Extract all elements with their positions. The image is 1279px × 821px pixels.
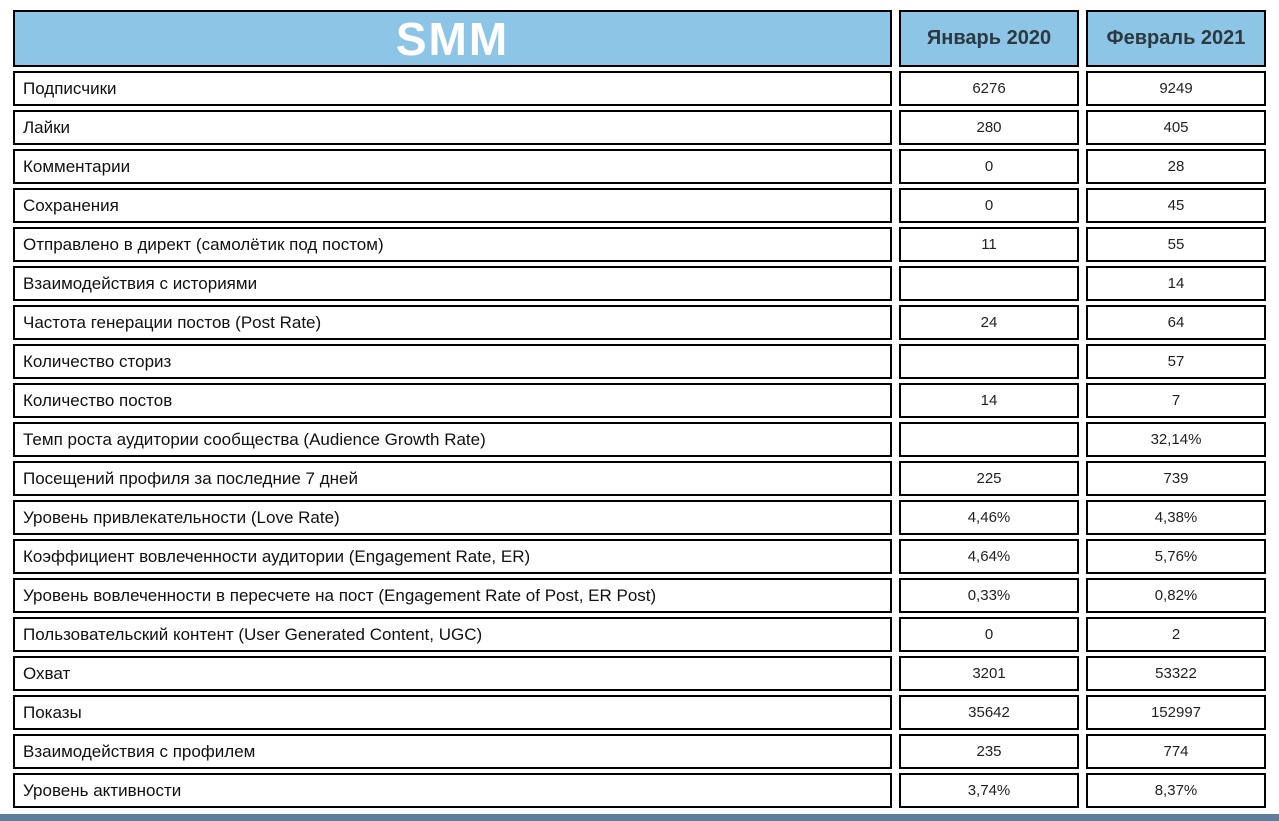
table-row: Посещений профиля за последние 7 дней 22… [13,461,1266,496]
row-label: Посещений профиля за последние 7 дней [13,461,892,496]
row-label: Количество постов [13,383,892,418]
table-row: Коэффициент вовлеченности аудитории (Eng… [13,539,1266,574]
cell-value: 3,74% [899,773,1079,808]
row-label: Пользовательский контент (User Generated… [13,617,892,652]
cell-value [899,344,1079,379]
row-label: Коэффициент вовлеченности аудитории (Eng… [13,539,892,574]
cell-value: 24 [899,305,1079,340]
table-header-row: SMM Январь 2020 Февраль 2021 [13,10,1266,67]
table-row: Пользовательский контент (User Generated… [13,617,1266,652]
cell-value: 14 [1086,266,1266,301]
row-label: Уровень вовлеченности в пересчете на пос… [13,578,892,613]
row-label: Темп роста аудитории сообщества (Audienc… [13,422,892,457]
cell-value: 11 [899,227,1079,262]
table-row: Темп роста аудитории сообщества (Audienc… [13,422,1266,457]
table-title: SMM [13,10,892,67]
table-row: Отправлено в директ (самолётик под посто… [13,227,1266,262]
cell-value: 280 [899,110,1079,145]
cell-value: 774 [1086,734,1266,769]
column-header-january-2020: Январь 2020 [899,10,1079,67]
cell-value: 0 [899,149,1079,184]
cell-value: 64 [1086,305,1266,340]
table-row: Подписчики 6276 9249 [13,71,1266,106]
row-label: Комментарии [13,149,892,184]
cell-value: 57 [1086,344,1266,379]
row-label: Охват [13,656,892,691]
table-row: Сохранения 0 45 [13,188,1266,223]
cell-value: 2 [1086,617,1266,652]
cell-value: 5,76% [1086,539,1266,574]
smm-table: SMM Январь 2020 Февраль 2021 Подписчики … [13,10,1266,808]
table-row: Охват 3201 53322 [13,656,1266,691]
cell-value: 0 [899,188,1079,223]
cell-value: 225 [899,461,1079,496]
cell-value: 7 [1086,383,1266,418]
cell-value: 28 [1086,149,1266,184]
row-label: Уровень активности [13,773,892,808]
cell-value [899,266,1079,301]
cell-value: 32,14% [1086,422,1266,457]
table-row: Частота генерации постов (Post Rate) 24 … [13,305,1266,340]
cell-value: 405 [1086,110,1266,145]
cell-value: 55 [1086,227,1266,262]
table-row: Комментарии 0 28 [13,149,1266,184]
cell-value: 235 [899,734,1079,769]
cell-value: 0,82% [1086,578,1266,613]
row-label: Взаимодействия с профилем [13,734,892,769]
cell-value: 6276 [899,71,1079,106]
cell-value: 4,38% [1086,500,1266,535]
table-row: Уровень вовлеченности в пересчете на пос… [13,578,1266,613]
table-row: Уровень привлекательности (Love Rate) 4,… [13,500,1266,535]
cell-value: 14 [899,383,1079,418]
table-row: Количество постов 14 7 [13,383,1266,418]
cell-value: 3201 [899,656,1079,691]
row-label: Уровень привлекательности (Love Rate) [13,500,892,535]
cell-value: 4,46% [899,500,1079,535]
table-row: Взаимодействия с историями 14 [13,266,1266,301]
row-label: Показы [13,695,892,730]
row-label: Лайки [13,110,892,145]
table-body: Подписчики 6276 9249 Лайки 280 405 Комме… [13,71,1266,808]
cell-value: 9249 [1086,71,1266,106]
table-row: Количество сториз 57 [13,344,1266,379]
cell-value: 45 [1086,188,1266,223]
table-row: Показы 35642 152997 [13,695,1266,730]
cell-value: 0,33% [899,578,1079,613]
cell-value: 4,64% [899,539,1079,574]
cell-value: 35642 [899,695,1079,730]
row-label: Частота генерации постов (Post Rate) [13,305,892,340]
column-header-february-2021: Февраль 2021 [1086,10,1266,67]
cell-value: 152997 [1086,695,1266,730]
row-label: Взаимодействия с историями [13,266,892,301]
table-row: Уровень активности 3,74% 8,37% [13,773,1266,808]
cell-value [899,422,1079,457]
row-label: Сохранения [13,188,892,223]
table-row: Взаимодействия с профилем 235 774 [13,734,1266,769]
cell-value: 0 [899,617,1079,652]
table-row: Лайки 280 405 [13,110,1266,145]
cell-value: 53322 [1086,656,1266,691]
bottom-accent-bar [0,814,1279,821]
row-label: Подписчики [13,71,892,106]
cell-value: 8,37% [1086,773,1266,808]
row-label: Отправлено в директ (самолётик под посто… [13,227,892,262]
row-label: Количество сториз [13,344,892,379]
cell-value: 739 [1086,461,1266,496]
